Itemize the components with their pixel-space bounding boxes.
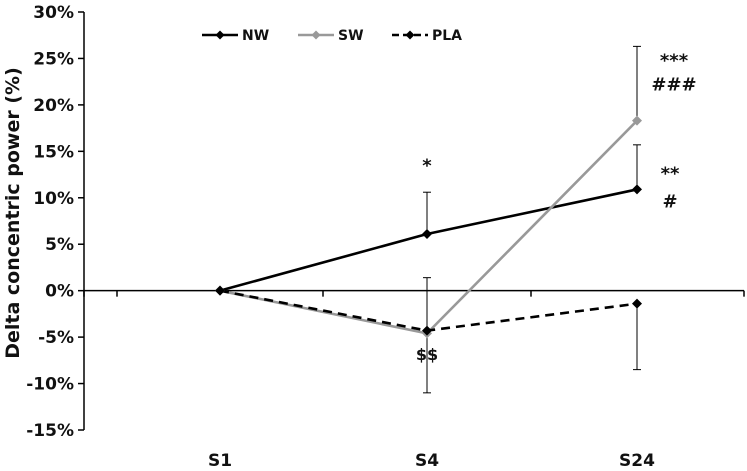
x-tick-label: S24 bbox=[619, 451, 655, 471]
data-point-nw bbox=[632, 184, 642, 195]
y-tick-label: 5% bbox=[45, 235, 74, 255]
legend-marker-sw bbox=[311, 30, 321, 40]
series-lines bbox=[219, 119, 638, 335]
significance-annotation: *** bbox=[660, 50, 689, 71]
y-tick-labels: 30% 25% 20% 15% 10% 5% 0% -5% -10% -15% bbox=[26, 3, 74, 441]
data-point-pla bbox=[632, 298, 642, 309]
data-point-pla bbox=[215, 285, 225, 296]
significance-annotation: ### bbox=[651, 74, 696, 95]
legend-label-sw: SW bbox=[338, 28, 364, 44]
y-tick-label: 10% bbox=[33, 189, 74, 209]
legend: NW SW PLA bbox=[202, 28, 462, 44]
significance-annotation: # bbox=[662, 191, 677, 212]
significance-annotations: * $$ *** ### ** # bbox=[416, 50, 697, 364]
y-tick-label: 25% bbox=[33, 49, 74, 69]
y-tick-label: 20% bbox=[33, 96, 74, 116]
legend-label-nw: NW bbox=[242, 28, 269, 44]
y-tick-label: 15% bbox=[33, 142, 74, 162]
x-tick-labels: S1 S4 S24 bbox=[208, 451, 655, 471]
legend-marker-pla bbox=[405, 30, 415, 40]
y-axis-label: Delta concentric power (%) bbox=[2, 67, 24, 359]
x-tick-label: S4 bbox=[415, 451, 439, 471]
y-tick-label: -5% bbox=[38, 328, 74, 348]
data-point-sw bbox=[632, 115, 642, 126]
legend-marker-nw bbox=[215, 30, 225, 40]
series-markers bbox=[215, 115, 642, 339]
significance-annotation: * bbox=[422, 155, 432, 176]
significance-annotation: ** bbox=[661, 164, 680, 185]
series-line-pla bbox=[219, 289, 638, 332]
data-point-pla bbox=[422, 325, 432, 336]
legend-label-pla: PLA bbox=[432, 28, 462, 44]
y-tick-label: -10% bbox=[26, 375, 74, 395]
axes bbox=[78, 11, 745, 431]
significance-annotation: $$ bbox=[416, 345, 438, 364]
y-tick-label: 0% bbox=[45, 282, 74, 302]
y-tick-label: -15% bbox=[26, 421, 74, 441]
data-point-nw bbox=[422, 229, 432, 240]
series-line-nw bbox=[219, 188, 638, 292]
x-tick-label: S1 bbox=[208, 451, 232, 471]
error-bars bbox=[423, 45, 641, 394]
y-tick-label: 30% bbox=[33, 3, 74, 23]
